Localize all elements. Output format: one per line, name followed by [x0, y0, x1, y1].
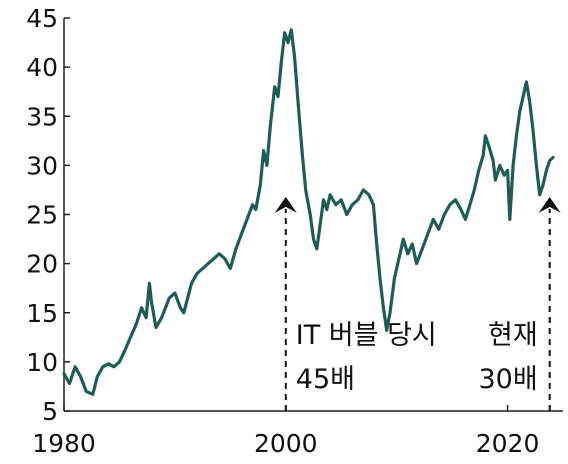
y-tick-label: 35: [26, 102, 58, 131]
chart-axes: 5 10 15 20 25 30 35 40 45 1980 2000 2020: [26, 4, 563, 458]
annotation-label-line1: 현재: [488, 320, 538, 351]
chart-annotations: IT 버블 당시 45배 현재 30배: [274, 196, 561, 411]
annotation-label-line2: 45배: [296, 364, 355, 395]
series-line: [62, 28, 555, 396]
annotation-label-line2: 30배: [478, 364, 537, 395]
x-tick-label: 1980: [32, 429, 96, 458]
annotation-label-line1: IT 버블 당시: [296, 320, 437, 351]
y-tick-label: 40: [26, 53, 58, 82]
x-tick-label: 2000: [254, 429, 318, 458]
y-tick-label: 30: [26, 151, 58, 180]
plot-area: [62, 28, 555, 396]
annotation-arrow-head: [274, 196, 297, 213]
y-tick-label: 15: [26, 299, 58, 328]
y-tick-label: 25: [26, 201, 58, 230]
y-tick-label: 10: [26, 348, 58, 377]
y-tick-label: 45: [26, 4, 58, 33]
y-tick-label: 20: [26, 250, 58, 279]
y-tick-label: 5: [42, 397, 58, 426]
annotation-arrow-head: [538, 196, 561, 213]
x-tick-label: 2020: [476, 429, 540, 458]
